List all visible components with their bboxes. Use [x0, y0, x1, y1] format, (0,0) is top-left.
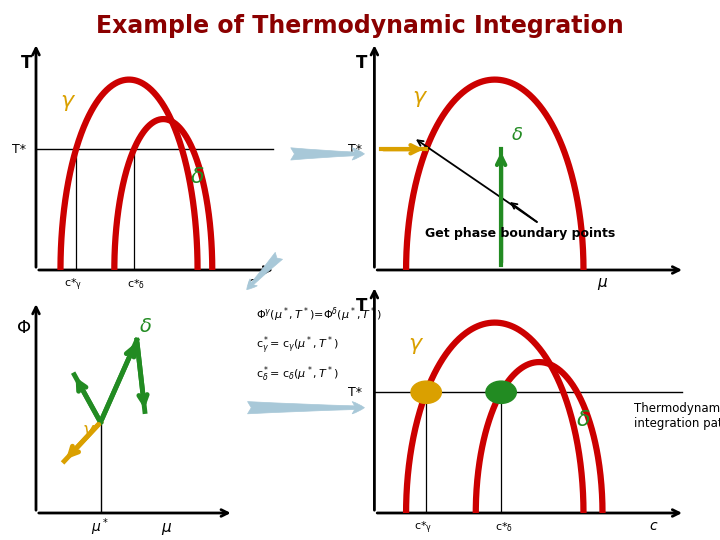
Text: T*: T* — [348, 386, 361, 399]
Text: c*$_\mathregular{\gamma}$: c*$_\mathregular{\gamma}$ — [65, 277, 83, 293]
Text: T: T — [356, 297, 367, 315]
Circle shape — [411, 381, 441, 403]
Text: $\gamma$: $\gamma$ — [82, 423, 96, 441]
Text: $\Phi^\gamma(\mu^*,T^*)$=$\Phi^\delta(\mu^*,T^*)$: $\Phi^\gamma(\mu^*,T^*)$=$\Phi^\delta(\m… — [256, 305, 382, 323]
Circle shape — [486, 381, 516, 403]
Text: $\delta$: $\delta$ — [190, 167, 205, 187]
Text: $\delta$: $\delta$ — [510, 126, 523, 144]
Text: c: c — [248, 276, 255, 291]
Text: $\gamma$: $\gamma$ — [413, 89, 428, 109]
Text: T: T — [21, 54, 32, 72]
Text: Thermodynamic
integration paths: Thermodynamic integration paths — [634, 402, 720, 430]
Text: $\Phi$: $\Phi$ — [17, 319, 32, 336]
Text: $\gamma$: $\gamma$ — [408, 336, 423, 356]
Text: $\mu^*$: $\mu^*$ — [91, 517, 109, 538]
Text: $\mu$: $\mu$ — [597, 276, 608, 293]
Text: c*$_\mathregular{\gamma}$: c*$_\mathregular{\gamma}$ — [414, 520, 432, 536]
Text: Get phase boundary points: Get phase boundary points — [425, 227, 615, 240]
Text: c: c — [649, 519, 657, 534]
Text: c*$_\mathregular{\delta}$: c*$_\mathregular{\delta}$ — [495, 521, 513, 534]
Text: T*: T* — [348, 143, 361, 156]
Text: $\gamma$: $\gamma$ — [60, 93, 76, 113]
Text: $\delta$: $\delta$ — [139, 316, 152, 335]
Text: $\mu$: $\mu$ — [161, 522, 173, 537]
Text: $\delta$: $\delta$ — [576, 410, 591, 430]
Text: c*$_\mathregular{\delta}$: c*$_\mathregular{\delta}$ — [127, 278, 145, 291]
Text: Example of Thermodynamic Integration: Example of Thermodynamic Integration — [96, 14, 624, 37]
Text: T: T — [356, 54, 367, 72]
Text: c$_\gamma^*$= c$_\gamma(\mu^*,T^*)$: c$_\gamma^*$= c$_\gamma(\mu^*,T^*)$ — [256, 335, 338, 357]
Text: c$_\delta^*$= c$_\delta(\mu^*,T^*)$: c$_\delta^*$= c$_\delta(\mu^*,T^*)$ — [256, 364, 338, 384]
Text: T*: T* — [12, 143, 26, 156]
